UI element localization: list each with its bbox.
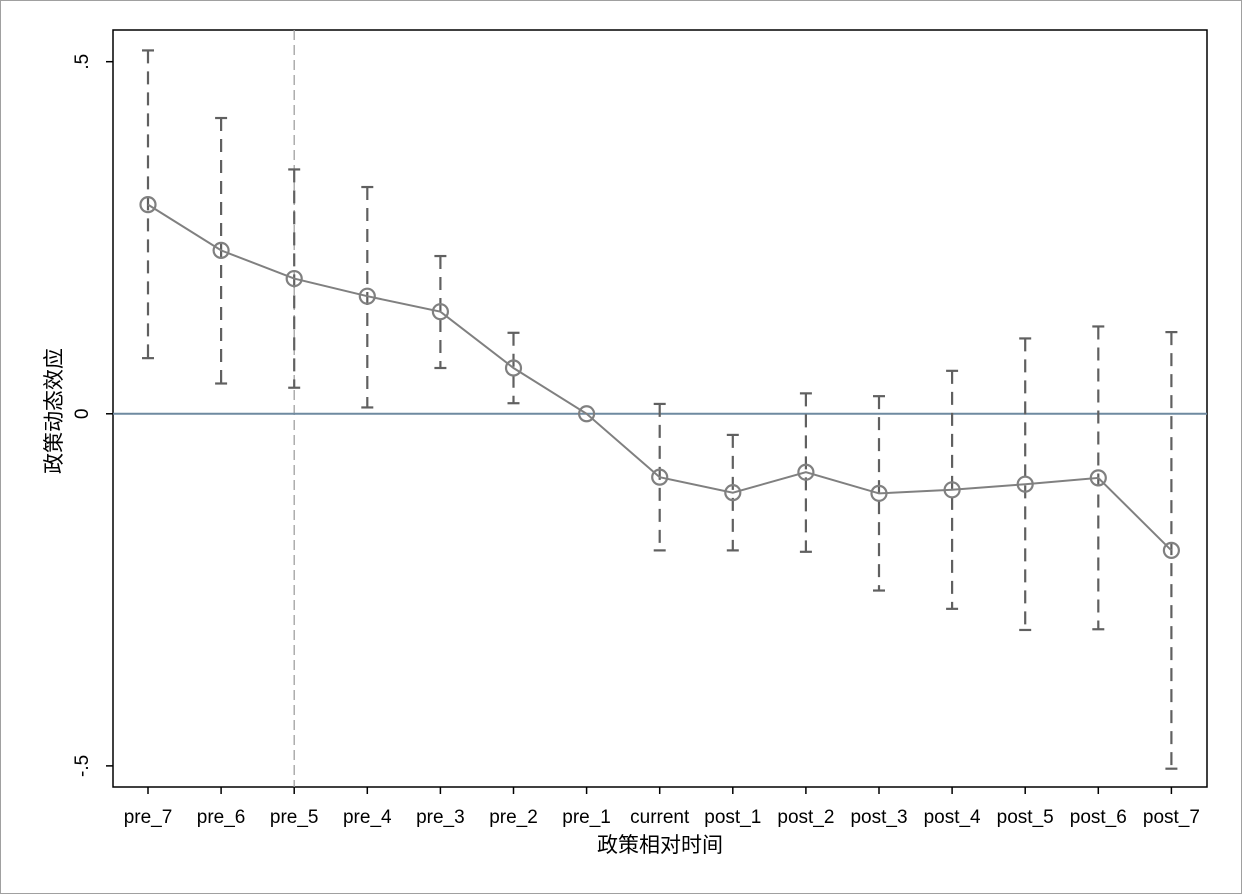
point-post_6 (1089, 469, 1107, 487)
x-axis-title: 政策相对时间 (597, 834, 723, 857)
y-tick-label: 0 (72, 409, 93, 420)
ci-bar-post_3 (873, 395, 885, 592)
ci-bar-pre_4 (361, 185, 374, 409)
point-pre_1 (577, 405, 596, 423)
ci-bar-post_1 (726, 433, 739, 552)
x-tick-label-pre_7: pre_7 (124, 807, 173, 828)
point-pre_2 (504, 359, 523, 377)
x-tick-label-pre_1: pre_1 (562, 807, 611, 828)
ci-bar-pre_7 (142, 49, 154, 360)
point-post_5 (1016, 475, 1034, 493)
x-tick-label-post_1: post_1 (704, 807, 761, 828)
point-post_2 (797, 463, 815, 481)
point-post_3 (870, 484, 888, 502)
x-tick-label-post_4: post_4 (924, 807, 981, 828)
y-tick-label: .5 (72, 54, 93, 70)
point-pre_7 (139, 196, 157, 214)
point-post_4 (943, 481, 961, 499)
point-pre_6 (212, 241, 230, 260)
x-tick-label-pre_4: pre_4 (343, 807, 392, 828)
ci-bar-post_5 (1019, 337, 1032, 632)
x-tick-label-post_7: post_7 (1143, 807, 1200, 828)
ci-bar-post_2 (799, 392, 812, 553)
point-pre_5 (285, 269, 303, 288)
x-tick-label-pre_2: pre_2 (489, 807, 538, 828)
y-axis-title: 政策动态效应 (43, 348, 66, 474)
x-tick-label-post_5: post_5 (997, 807, 1054, 828)
ci-bar-pre_2 (507, 331, 520, 405)
series-line (147, 203, 1173, 552)
x-tick-label-post_2: post_2 (777, 807, 834, 828)
x-tick-label-pre_3: pre_3 (416, 807, 465, 828)
x-tick-label-pre_5: pre_5 (270, 807, 319, 828)
ci-bar-post_4 (946, 369, 959, 610)
point-pre_4 (358, 287, 376, 305)
point-current (651, 468, 669, 486)
x-tick-label-post_6: post_6 (1070, 807, 1127, 828)
ci-bar-pre_3 (434, 254, 447, 370)
x-tick-label-post_3: post_3 (850, 807, 907, 828)
x-tick-label-current: current (630, 807, 690, 828)
y-tick-label: -.5 (72, 755, 93, 777)
x-tick-label-pre_6: pre_6 (197, 807, 246, 828)
point-pre_3 (431, 303, 449, 321)
point-post_7 (1162, 541, 1181, 559)
point-post_1 (724, 484, 742, 502)
